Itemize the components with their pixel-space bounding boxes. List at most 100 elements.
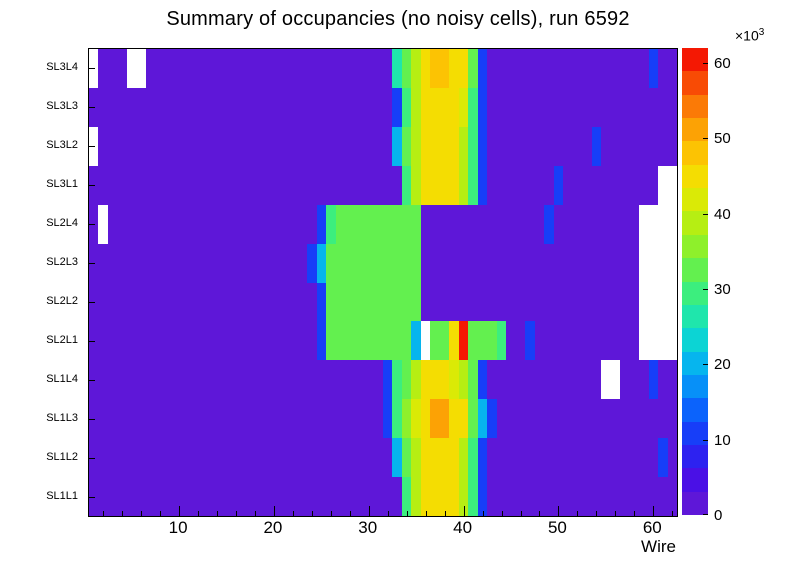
heatmap-cell (316, 282, 327, 322)
heatmap-cell (240, 360, 251, 400)
heatmap-cell (155, 165, 165, 205)
heatmap-cell (601, 360, 611, 400)
heatmap-cell (193, 87, 203, 127)
heatmap-cell (401, 360, 412, 400)
colorbar-band (682, 281, 708, 305)
heatmap-cell (335, 49, 346, 88)
colorbar-band (682, 47, 708, 72)
heatmap-cell (639, 477, 649, 516)
heatmap-cell (240, 49, 251, 88)
heatmap-cell (544, 360, 554, 400)
z-scale-exponent: ×103 (735, 27, 764, 44)
heatmap-cell (278, 438, 289, 478)
heatmap-cell (288, 204, 298, 244)
heatmap-cell (269, 477, 279, 516)
heatmap-cell (382, 204, 393, 244)
heatmap-cell (506, 204, 516, 244)
heatmap-cell (534, 477, 545, 516)
heatmap-cell (354, 49, 365, 88)
heatmap-cell (449, 165, 459, 205)
heatmap-cell (259, 204, 270, 244)
heatmap-cell (307, 399, 317, 439)
heatmap-cell (430, 321, 440, 361)
heatmap-grid (89, 49, 677, 516)
heatmap-cell (629, 243, 640, 283)
heatmap-cell (145, 49, 156, 88)
heatmap-cell (335, 360, 346, 400)
heatmap-cell (297, 438, 308, 478)
heatmap-cell (269, 438, 279, 478)
heatmap-cell (373, 438, 383, 478)
heatmap-cell (345, 282, 355, 322)
heatmap-cell (458, 204, 469, 244)
heatmap-cell (326, 243, 336, 283)
heatmap-cell (221, 321, 232, 361)
heatmap-cell (145, 360, 156, 400)
heatmap-cell (259, 87, 270, 127)
heatmap-cell (117, 204, 127, 244)
heatmap-cell (364, 399, 374, 439)
heatmap-cell (563, 438, 573, 478)
heatmap-cell (335, 204, 346, 244)
heatmap-cell (525, 438, 535, 478)
heatmap-cell (553, 438, 564, 478)
heatmap-cell (601, 49, 611, 88)
heatmap-cell (648, 126, 659, 166)
heatmap-cell (202, 477, 213, 516)
heatmap-cell (316, 204, 327, 244)
heatmap-cell (458, 399, 469, 439)
heatmap-cell (269, 243, 279, 283)
heatmap-cell (458, 438, 469, 478)
heatmap-cell (345, 49, 355, 88)
heatmap-cell (392, 321, 402, 361)
heatmap-cell (155, 477, 165, 516)
heatmap-cell (515, 399, 526, 439)
heatmap-cell (231, 282, 241, 322)
heatmap-cell (658, 321, 668, 361)
colorbar-band (682, 117, 708, 142)
heatmap-cell (193, 360, 203, 400)
heatmap-cell (601, 165, 611, 205)
heatmap-cell (278, 321, 289, 361)
heatmap-cell (297, 477, 308, 516)
heatmap-cell (544, 243, 554, 283)
heatmap-cell (326, 360, 336, 400)
heatmap-cell (307, 477, 317, 516)
heatmap-cell (212, 49, 222, 88)
heatmap-cell (136, 126, 146, 166)
heatmap-cell (458, 126, 469, 166)
heatmap-cell (364, 126, 374, 166)
heatmap-cell (639, 399, 649, 439)
heatmap-cell (354, 204, 365, 244)
heatmap-cell (278, 477, 289, 516)
heatmap-cell (525, 126, 535, 166)
heatmap-cell (439, 126, 450, 166)
heatmap-cell (591, 321, 602, 361)
heatmap-cell (667, 360, 677, 400)
heatmap-cell (193, 126, 203, 166)
heatmap-cell (202, 438, 213, 478)
heatmap-cell (506, 126, 516, 166)
heatmap-cell (430, 243, 440, 283)
heatmap-cell (449, 243, 459, 283)
heatmap-cell (525, 282, 535, 322)
heatmap-cell (610, 321, 621, 361)
heatmap-cell (620, 438, 630, 478)
heatmap-cell (648, 243, 659, 283)
heatmap-cell (382, 243, 393, 283)
heatmap-cell (345, 165, 355, 205)
heatmap-cell (658, 49, 668, 88)
heatmap-cell (582, 321, 592, 361)
heatmap-cell (155, 399, 165, 439)
heatmap-cell (345, 126, 355, 166)
heatmap-cell (572, 282, 583, 322)
heatmap-cell (259, 399, 270, 439)
colorbar-tick (703, 364, 708, 366)
heatmap-cell (629, 477, 640, 516)
heatmap-cell (439, 49, 450, 88)
heatmap-cell (297, 360, 308, 400)
heatmap-cell (658, 477, 668, 516)
heatmap-cell (629, 87, 640, 127)
heatmap-cell (345, 477, 355, 516)
